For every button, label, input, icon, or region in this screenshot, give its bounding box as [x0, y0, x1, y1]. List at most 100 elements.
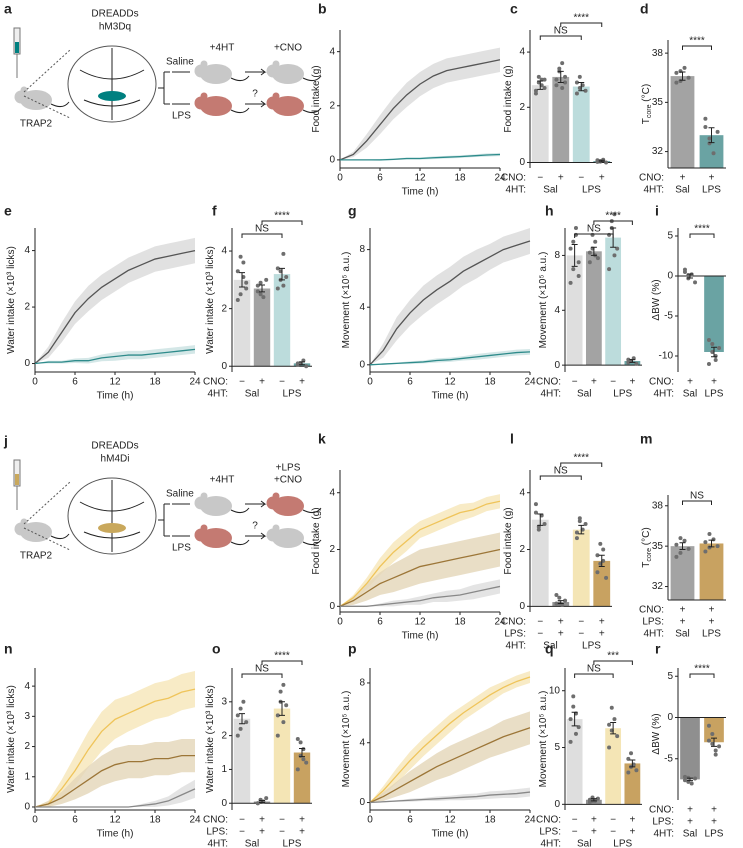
- error-band: [340, 532, 500, 607]
- row-value: −: [239, 377, 245, 388]
- y-axis-label-part: Movement (×10⁵ a.u.): [341, 252, 352, 349]
- row-value: +: [629, 827, 635, 838]
- y-tick-label: 35: [652, 97, 664, 108]
- error-bar: [557, 600, 564, 604]
- x-tick-label: 24: [189, 377, 201, 388]
- y-axis-label: Food intake (g): [503, 65, 514, 132]
- row-label: CNO:: [501, 617, 526, 628]
- y-axis-label-part: ΔBW (%): [651, 279, 662, 320]
- brain-target: [98, 523, 126, 533]
- row-label: LPS:: [642, 617, 664, 628]
- line: [369, 676, 531, 804]
- mouse-ear: [20, 86, 28, 94]
- row-label: LPS:: [652, 817, 674, 828]
- line: [340, 585, 501, 607]
- row-value: +: [599, 173, 605, 184]
- panel-letter: n: [4, 641, 13, 657]
- zoom-line: [23, 481, 71, 525]
- error-bar: [299, 747, 305, 758]
- data-point: [686, 546, 691, 551]
- y-tick-label: 0: [519, 157, 525, 168]
- error-bar: [571, 711, 578, 727]
- group-label: LPS: [582, 641, 601, 652]
- x-tick-label: 24: [494, 617, 506, 628]
- mouse-head: [194, 528, 208, 542]
- row-value: +: [558, 173, 564, 184]
- data-point: [573, 226, 578, 230]
- row-value: +: [599, 629, 605, 640]
- group-label: Sal: [245, 839, 259, 848]
- data-point: [536, 74, 541, 79]
- group-label: Sal: [675, 185, 689, 196]
- bar: [273, 274, 291, 367]
- data-point: [706, 723, 711, 728]
- y-axis-label-part: core: [646, 548, 653, 562]
- group-label: Sal: [683, 829, 697, 840]
- line: [339, 500, 501, 607]
- mouse-body: [20, 90, 52, 110]
- row-value: +: [687, 805, 693, 816]
- y-axis-label-part: Movement (×10⁵ a.u.): [538, 252, 549, 349]
- bar: [293, 752, 311, 804]
- zoom-line: [23, 49, 71, 93]
- error-bar: [590, 798, 597, 802]
- lps: LPS: [172, 111, 191, 122]
- y-axis-label-part: core: [646, 104, 653, 118]
- y-tick-label: 1: [221, 764, 227, 775]
- data-point: [275, 733, 280, 738]
- mouse-body: [272, 64, 304, 84]
- x-tick-label: 24: [189, 815, 201, 826]
- construct: DREADDs: [91, 441, 138, 452]
- bracket: [261, 220, 303, 225]
- data-point: [275, 713, 280, 718]
- panel-letter: k: [318, 431, 326, 447]
- row-value: +: [629, 815, 635, 826]
- data-point: [554, 83, 559, 88]
- data-point: [576, 725, 581, 730]
- row-value: +: [711, 805, 717, 816]
- x-tick-label: 24: [524, 815, 536, 826]
- y-axis-label: Water intake (×10³ licks): [6, 685, 17, 793]
- data-point: [703, 549, 708, 554]
- panel-letter: c: [510, 1, 518, 17]
- row-value: −: [578, 617, 584, 628]
- bracket: [574, 673, 614, 678]
- row-value: −: [572, 815, 578, 826]
- data-point: [674, 554, 679, 559]
- data-point: [542, 85, 547, 90]
- data-point: [304, 364, 309, 369]
- y-axis-label: ΔBW (%): [651, 713, 662, 754]
- data-point: [710, 732, 715, 736]
- y-tick-label: 0: [554, 799, 560, 810]
- row-value: −: [610, 827, 616, 838]
- data-point: [598, 541, 603, 546]
- y-axis-label-part: T: [641, 118, 652, 124]
- data-point: [533, 88, 538, 93]
- data-point: [258, 280, 263, 285]
- data-point: [607, 232, 612, 237]
- line: [340, 153, 501, 161]
- y-axis-label-part: Movement (×10⁵ a.u.): [538, 691, 549, 788]
- y-tick-label: 4: [24, 681, 30, 692]
- mouse-ear: [200, 524, 208, 532]
- data-point: [626, 357, 631, 362]
- mouse-tail: [302, 107, 322, 114]
- significance: ****: [694, 664, 710, 675]
- data-point: [682, 538, 687, 543]
- lps: LPS: [172, 543, 191, 554]
- x-tick-label: 18: [454, 173, 466, 184]
- error-bar: [537, 80, 544, 90]
- y-axis-label: Movement (×10⁵ a.u.): [341, 691, 352, 788]
- data-point: [244, 280, 249, 285]
- bar: [704, 717, 724, 743]
- y-tick-label: 2: [329, 544, 335, 555]
- row-value: +: [259, 377, 265, 388]
- y-tick-label: 38: [652, 48, 664, 59]
- data-point: [573, 731, 578, 736]
- data-point: [707, 141, 712, 146]
- step2: +LPS: [276, 463, 301, 474]
- data-point: [707, 532, 712, 537]
- mouse-tail: [302, 539, 322, 546]
- x-tick-label: 6: [377, 617, 383, 628]
- error-bar: [708, 539, 715, 548]
